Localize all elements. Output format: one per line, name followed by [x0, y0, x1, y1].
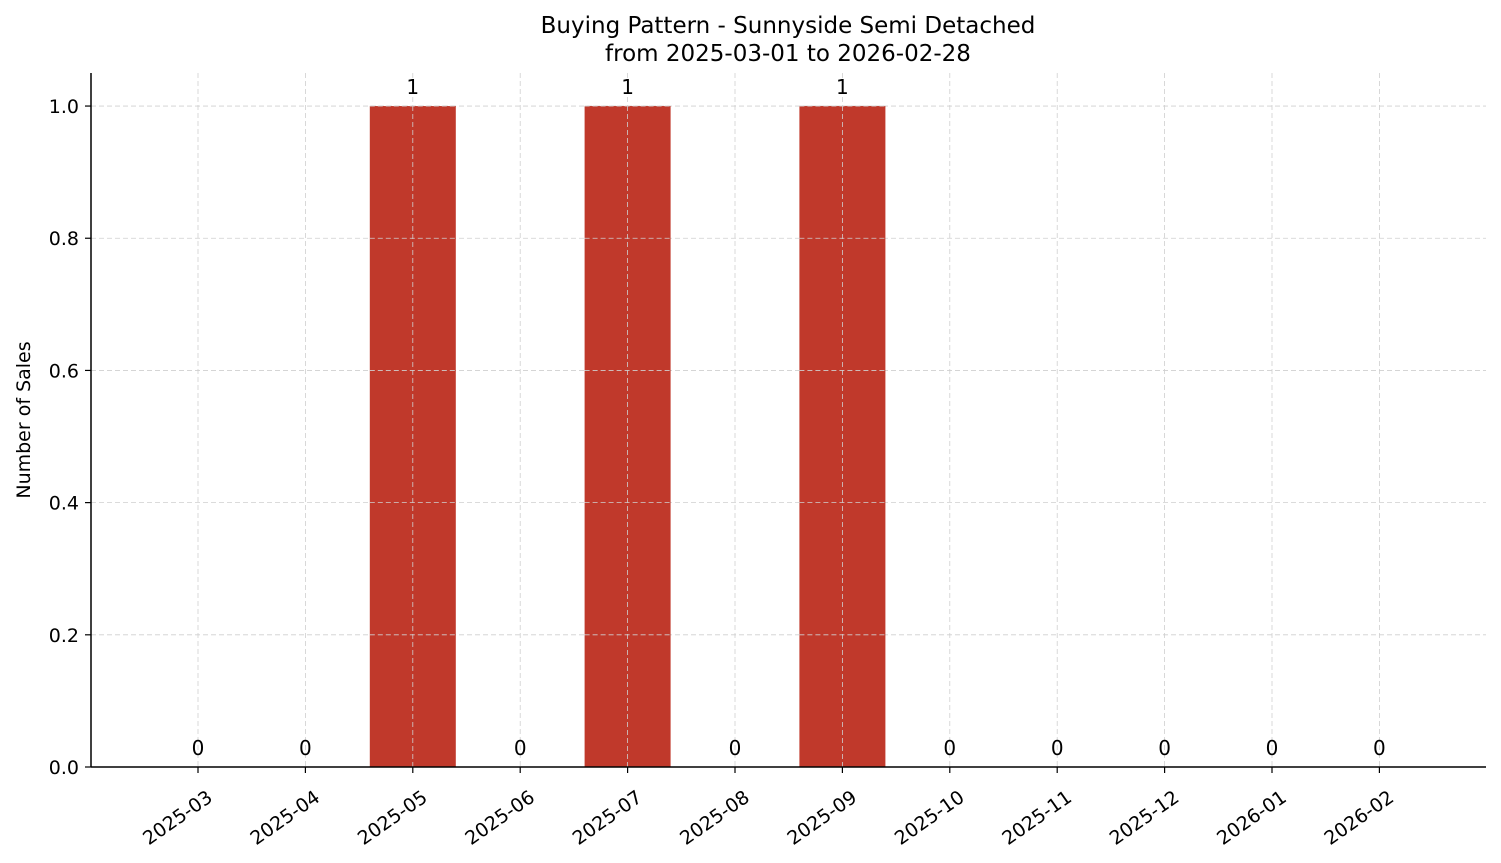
bars — [369, 105, 886, 768]
x-tick-label-2025-09: 2025-09 — [783, 786, 861, 850]
y-tick-label: 0.8 — [49, 228, 79, 250]
y-tick-label: 0.6 — [49, 360, 79, 382]
grid — [91, 73, 1486, 768]
data-label-2025-11: 0 — [1051, 736, 1064, 760]
y-tick-label: 0.4 — [49, 493, 79, 515]
x-tick-label-2025-05: 2025-05 — [354, 786, 432, 850]
data-label-2025-06: 0 — [514, 736, 527, 760]
x-tick-label-2025-06: 2025-06 — [461, 786, 539, 850]
data-label-2025-08: 0 — [729, 736, 742, 760]
x-tick-label-2025-11: 2025-11 — [998, 786, 1076, 850]
data-label-2025-07: 1 — [621, 75, 634, 99]
y-tick-label: 0.0 — [49, 757, 79, 779]
x-tick-label-2025-03: 2025-03 — [139, 786, 217, 850]
data-label-2025-04: 0 — [299, 736, 312, 760]
chart-subtitle: from 2025-03-01 to 2026-02-28 — [605, 41, 971, 67]
data-label-2026-01: 0 — [1266, 736, 1279, 760]
y-axis-label: Number of Sales — [13, 341, 35, 498]
x-tick-label-2026-01: 2026-01 — [1213, 786, 1291, 850]
x-tick-label-2025-08: 2025-08 — [676, 786, 754, 850]
y-tick-label: 1.0 — [49, 96, 79, 118]
x-tick-label-2025-04: 2025-04 — [246, 786, 324, 850]
data-label-2025-12: 0 — [1158, 736, 1171, 760]
x-tick-label-2026-02: 2026-02 — [1320, 786, 1398, 850]
axes: 0.0 0.2 0.4 0.6 0.8 1.0 2025-03 2025-04 2025-05 2… — [49, 73, 1486, 850]
chart-title: Buying Pattern - Sunnyside Semi Detached — [541, 13, 1036, 39]
data-label-2025-05: 1 — [406, 75, 419, 99]
data-label-2025-10: 0 — [943, 736, 956, 760]
data-label-2025-09: 1 — [836, 75, 849, 99]
data-label-2025-03: 0 — [192, 736, 205, 760]
x-tick-label-2025-07: 2025-07 — [569, 786, 647, 850]
y-tick-label: 0.2 — [49, 625, 79, 647]
data-labels: 0 0 1 0 1 0 1 0 0 0 0 0 — [192, 75, 1386, 760]
x-tick-label-2025-10: 2025-10 — [891, 786, 969, 850]
data-label-2026-02: 0 — [1373, 736, 1386, 760]
x-tick-label-2025-12: 2025-12 — [1106, 786, 1184, 850]
